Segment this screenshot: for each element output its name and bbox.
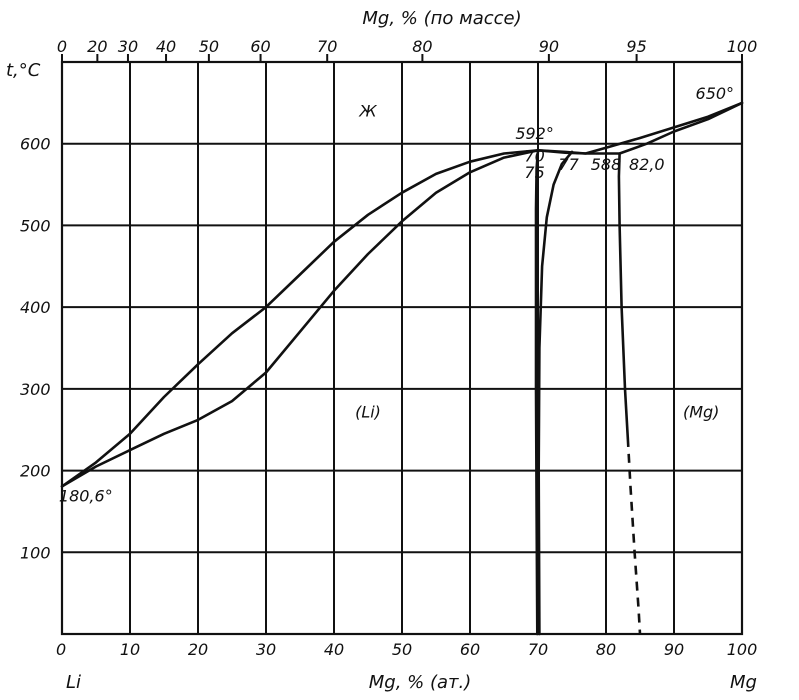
plot-frame — [60, 60, 744, 636]
bottom-tick-label: 30 — [256, 640, 276, 659]
top-tick-label: 80 — [412, 37, 432, 56]
right-end-label-mg: Mg — [730, 672, 757, 693]
y-tick-label: 400 — [20, 298, 51, 317]
annotation-label: 592° — [515, 124, 554, 143]
annotation-label: 82,0 — [629, 155, 665, 174]
solvus-dashed-line — [626, 437, 642, 635]
phase-boundary-line — [534, 149, 540, 636]
phase-boundaries — [60, 101, 744, 636]
annotation-label: Ж — [358, 102, 377, 121]
annotation-label: 180,6° — [59, 487, 113, 506]
top-tick-label: 90 — [539, 37, 559, 56]
top-tick-label: 95 — [626, 37, 646, 56]
phase-boundary-line — [60, 149, 540, 488]
top-tick-label: 40 — [156, 37, 176, 56]
bottom-tick-label: 10 — [120, 640, 140, 659]
annotation-label: (Li) — [355, 402, 381, 421]
grid — [60, 54, 744, 636]
top-tick-label: 30 — [118, 37, 138, 56]
phase-boundary-line — [536, 101, 744, 155]
annotation-label: (Mg) — [683, 402, 719, 421]
bottom-tick-label: 0 — [56, 640, 66, 659]
bottom-tick-label: 100 — [727, 640, 758, 659]
top-tick-label: 50 — [199, 37, 219, 56]
top-axis-label: Mg, % (по массе) — [362, 8, 521, 29]
top-tick-label: 60 — [250, 37, 270, 56]
phase-boundary-line — [537, 150, 574, 636]
annotation-label: 650° — [696, 84, 735, 103]
bottom-tick-label: 90 — [664, 640, 684, 659]
annotation-label: 70 — [524, 147, 544, 166]
bottom-tick-label: 60 — [460, 640, 480, 659]
top-tick-label: 20 — [87, 37, 107, 56]
bottom-tick-label: 40 — [324, 640, 344, 659]
annotation-label: 75 — [524, 163, 544, 182]
bottom-axis-label: Mg, % (ат.) — [369, 672, 472, 693]
y-tick-label: 600 — [20, 135, 51, 154]
top-tick-label: 0 — [57, 37, 67, 56]
left-end-label-li: Li — [66, 672, 81, 693]
top-tick-label: 70 — [317, 37, 337, 56]
top-tick-label: 100 — [727, 37, 758, 56]
y-tick-label: 500 — [20, 216, 51, 235]
bottom-tick-label: 80 — [596, 640, 616, 659]
bottom-tick-label: 20 — [188, 640, 208, 659]
y-tick-label: 200 — [20, 462, 51, 481]
labels: Mg, % (по массе) Mg, % (ат.) t,°C Li Mg … — [6, 8, 757, 693]
phase-boundary-line — [60, 149, 540, 488]
y-axis-label: t,°C — [6, 60, 41, 81]
phase-boundary-line — [617, 152, 630, 440]
y-tick-label: 100 — [20, 543, 51, 562]
annotation-label: 588 — [591, 155, 622, 174]
bottom-tick-label: 50 — [392, 640, 412, 659]
y-tick-label: 300 — [20, 380, 51, 399]
bottom-tick-label: 70 — [528, 640, 548, 659]
annotation-label: 77 — [558, 155, 579, 174]
